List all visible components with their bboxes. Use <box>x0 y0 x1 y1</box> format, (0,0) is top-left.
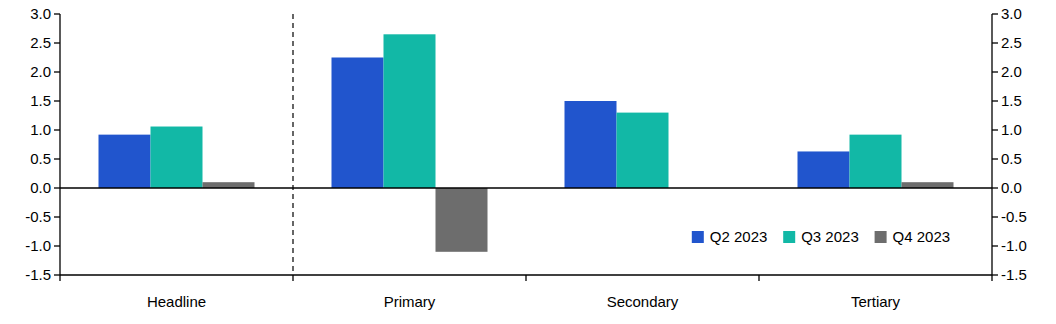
legend-label: Q3 2023 <box>801 228 859 245</box>
y-tick-label: 2.5 <box>1001 34 1022 51</box>
y-axis-left <box>59 14 60 275</box>
bar <box>332 58 384 189</box>
y-tick-label: -1.5 <box>25 266 51 283</box>
bar <box>384 34 436 188</box>
bar <box>798 151 850 188</box>
y-tick-label: -1.0 <box>25 237 51 254</box>
legend-swatch <box>875 231 887 243</box>
y-tick-label: 2.0 <box>30 63 51 80</box>
legend-swatch <box>783 231 795 243</box>
separator <box>292 14 293 275</box>
y-tick <box>54 42 60 43</box>
y-tick-label: 1.0 <box>1001 121 1022 138</box>
y-tick <box>54 274 60 275</box>
y-tick <box>992 158 998 159</box>
y-tick <box>54 100 60 101</box>
y-tick-label: -1.5 <box>1001 266 1027 283</box>
x-tick-label: Tertiary <box>851 293 901 310</box>
y-tick-label: 1.0 <box>30 121 51 138</box>
bar <box>99 135 151 188</box>
y-axis-right <box>991 14 992 275</box>
y-tick-label: 2.0 <box>1001 63 1022 80</box>
x-tick-label: Primary <box>384 293 436 310</box>
y-tick <box>54 216 60 217</box>
x-tick <box>525 275 526 281</box>
y-tick-label: -0.5 <box>25 208 51 225</box>
y-tick <box>992 274 998 275</box>
chart: Headline Primary Secondary Tertiary -1.5 -1.5… <box>0 0 1056 324</box>
y-tick-label: 3.0 <box>30 5 51 22</box>
x-tick-label: Secondary <box>607 293 679 310</box>
y-tick-label: 0.5 <box>1001 150 1022 167</box>
y-tick-label: 2.5 <box>30 34 51 51</box>
y-tick-label: -0.5 <box>1001 208 1027 225</box>
y-tick <box>54 13 60 14</box>
zero-line <box>60 187 992 188</box>
y-tick-label: 0.0 <box>30 179 51 196</box>
legend-label: Q4 2023 <box>893 228 951 245</box>
y-tick <box>992 245 998 246</box>
bar <box>850 135 902 188</box>
bars <box>99 34 954 252</box>
y-tick <box>54 71 60 72</box>
y-tick <box>992 216 998 217</box>
x-tick <box>758 275 759 281</box>
bar <box>617 113 669 188</box>
y-tick-label: 1.5 <box>30 92 51 109</box>
y-tick-label: -1.0 <box>1001 237 1027 254</box>
y-tick <box>992 100 998 101</box>
y-tick <box>54 245 60 246</box>
y-tick <box>992 71 998 72</box>
y-tick <box>992 42 998 43</box>
legend-swatch <box>692 231 704 243</box>
x-tick <box>292 275 293 281</box>
y-tick-label: 3.0 <box>1001 5 1022 22</box>
x-tick <box>991 275 992 281</box>
x-tick-label: Headline <box>147 293 206 310</box>
bar <box>902 182 954 188</box>
y-tick <box>54 129 60 130</box>
y-tick <box>54 158 60 159</box>
y-tick <box>992 129 998 130</box>
y-tick-label: 0.0 <box>1001 179 1022 196</box>
bar <box>203 182 255 188</box>
y-tick-label: 0.5 <box>30 150 51 167</box>
legend: Q2 2023 Q3 2023 Q4 2023 <box>692 228 950 245</box>
y-tick <box>992 187 998 188</box>
bar <box>151 127 203 188</box>
legend-label: Q2 2023 <box>710 228 768 245</box>
bar <box>565 101 617 188</box>
y-tick <box>54 187 60 188</box>
bar <box>436 188 488 252</box>
y-tick <box>992 13 998 14</box>
x-tick <box>59 275 60 281</box>
y-tick-label: 1.5 <box>1001 92 1022 109</box>
